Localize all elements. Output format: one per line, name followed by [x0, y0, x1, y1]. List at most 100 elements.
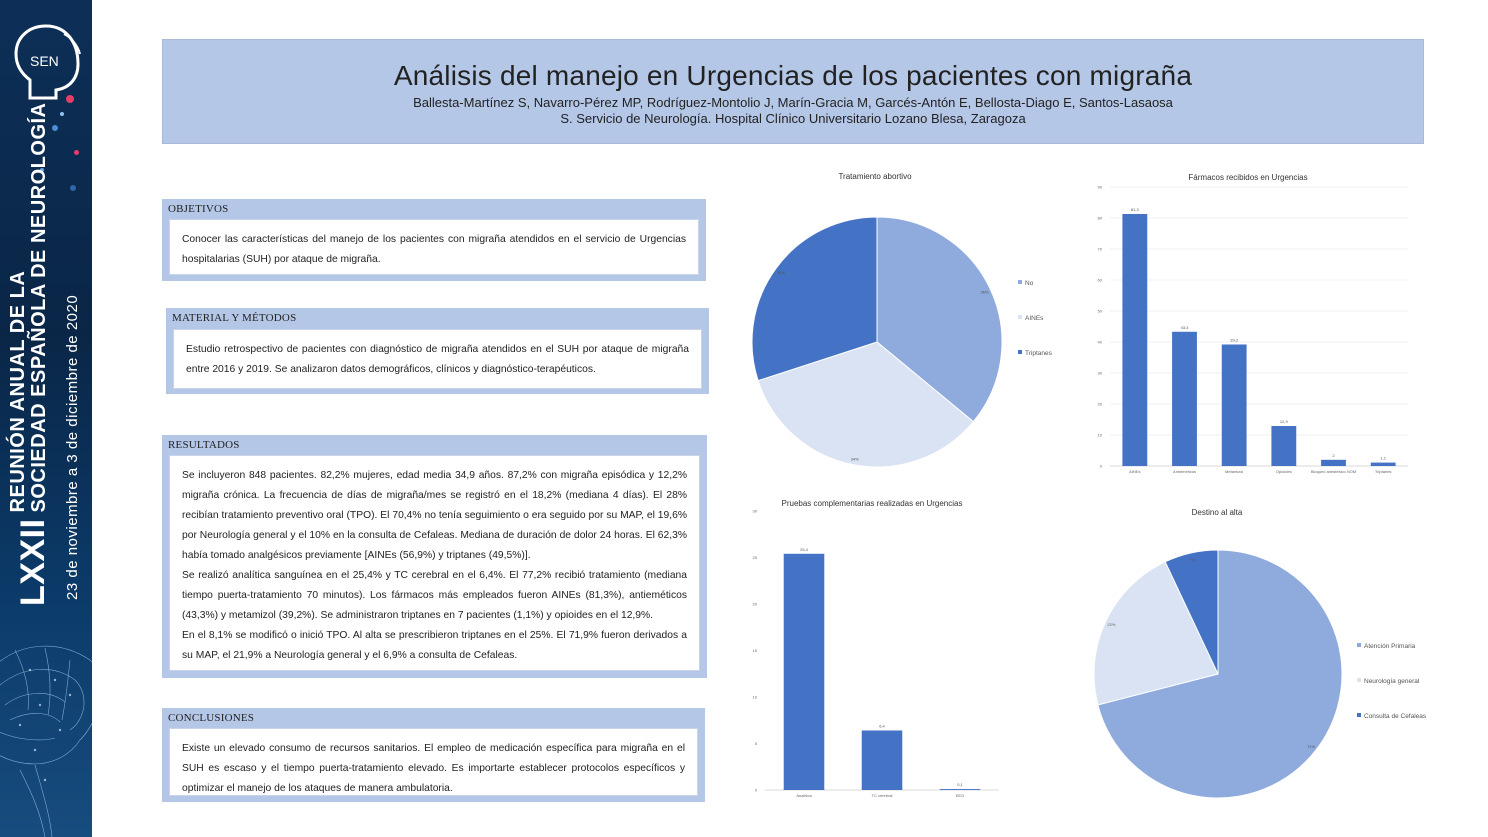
section-text: Existe un elevado consumo de recursos sa…: [182, 743, 685, 794]
data-label: 43,3: [1181, 325, 1190, 330]
decor-dot: [74, 150, 79, 155]
chart-title: Tratamiento abortivo: [838, 172, 912, 181]
conclusiones-section: CONCLUSIONES Existe un elevado consumo d…: [162, 708, 705, 802]
decor-dot: [60, 112, 64, 116]
y-tick-label: 30: [753, 509, 758, 514]
bar: [783, 553, 825, 790]
data-label: 0,1: [957, 782, 963, 787]
data-label: 81,3: [1131, 207, 1140, 212]
bar: [1321, 459, 1346, 466]
sen-logo-icon: SEN: [14, 24, 81, 100]
y-tick-label: 20: [753, 602, 758, 607]
chart-destino: Destino al alta 71% 22% 7% Atención Primaria…: [1085, 500, 1430, 805]
side-banner: SEN LXXIIREUNIÓN ANUAL DE LA SOCIEDAD ESP…: [0, 0, 92, 837]
chart-farmacos: Fármacos recibidos en Urgencias 0 10 20 30 40…: [1090, 165, 1420, 480]
y-tick-label: 30: [1098, 371, 1103, 376]
y-tick-label: 80: [1098, 216, 1103, 221]
pie-slice: [1164, 549, 1219, 675]
section-text: En el 8,1% se modificó o inició TPO. Al …: [182, 630, 687, 661]
section-body: Se incluyeron 848 pacientes. 82,2% mujer…: [169, 455, 700, 671]
pie-slice: [876, 216, 1003, 423]
x-tick-label: TC cerebral: [872, 793, 893, 798]
data-label: 30%: [777, 270, 785, 275]
y-tick-label: 0: [1100, 464, 1103, 469]
x-tick-label: Bloqueo anestésico NOM: [1311, 469, 1356, 474]
data-label: 12,9: [1280, 419, 1289, 424]
bar: [939, 789, 981, 790]
data-label: 7%: [1189, 557, 1195, 562]
data-label: 22%: [1107, 622, 1115, 627]
legend-label: Atención Primaria: [1364, 643, 1416, 650]
legend-label: Triptanes: [1025, 350, 1053, 357]
affiliation: S. Servicio de Neurología. Hospital Clín…: [560, 111, 1026, 126]
decor-dot: [66, 95, 74, 103]
legend-swatch: [1357, 643, 1361, 647]
section-title: MATERIAL Y MÉTODOS: [172, 312, 297, 324]
poster-title: Análisis del manejo en Urgencias de los …: [393, 60, 1193, 91]
y-tick-label: 10: [1098, 433, 1103, 438]
data-label: 39,2: [1230, 337, 1239, 342]
section-body: Conocer las características del manejo d…: [169, 219, 699, 275]
bar-chart: Pruebas complementarias realizadas en Ur…: [753, 499, 999, 798]
chart-pruebas: Pruebas complementarias realizadas en Ur…: [745, 492, 1005, 802]
legend-swatch: [1357, 713, 1361, 717]
bar: [1172, 331, 1197, 466]
x-tick-label: Opioides: [1276, 469, 1292, 474]
chart-title: Pruebas complementarias realizadas en Ur…: [782, 499, 963, 508]
legend-swatch: [1357, 678, 1361, 682]
y-tick-label: 50: [1098, 309, 1103, 314]
data-label: 25,4: [800, 547, 809, 552]
decor-dot: [40, 168, 44, 172]
legend-swatch: [1018, 280, 1022, 284]
brain-illustration-icon: [0, 645, 92, 837]
pie-chart: Destino al alta 71% 22% 7% Atención Primaria…: [1093, 508, 1427, 799]
pie-slice: [1093, 561, 1219, 706]
legend-label: Neurología general: [1364, 678, 1420, 685]
section-title: CONCLUSIONES: [168, 712, 255, 724]
y-tick-label: 90: [1098, 185, 1103, 190]
y-tick-label: 70: [1098, 247, 1103, 252]
authors: Ballesta-Martínez S, Navarro-Pérez MP, R…: [413, 95, 1173, 110]
y-tick-label: 5: [755, 741, 758, 746]
pie-chart: Tratamiento abortivo 36% 34% 30% No AINEs Trip…: [751, 172, 1053, 468]
section-title: RESULTADOS: [168, 439, 240, 451]
data-label: 34%: [851, 457, 859, 462]
legend-label: AINEs: [1025, 315, 1044, 322]
data-label: 71%: [1307, 744, 1315, 749]
meeting-date: 23 de noviembre a 3 de diciembre de 2020: [64, 294, 81, 600]
x-tick-label: EEG: [956, 793, 964, 798]
pie-slice: [751, 216, 878, 382]
pie-slice: [757, 341, 975, 468]
data-label: 2: [1332, 453, 1335, 458]
y-tick-label: 15: [753, 648, 758, 653]
bar: [1370, 462, 1396, 466]
bar: [1122, 213, 1148, 466]
y-tick-label: 10: [753, 695, 758, 700]
y-tick-label: 20: [1098, 402, 1103, 407]
y-tick-label: 40: [1098, 340, 1103, 345]
x-tick-label: AINEs: [1129, 469, 1140, 474]
pie-slice: [1097, 549, 1343, 799]
data-label: 6,4: [879, 723, 885, 728]
section-text: Conocer las características del manejo d…: [182, 234, 686, 265]
section-text: Se incluyeron 848 pacientes. 82,2% mujer…: [182, 470, 687, 561]
section-text: Se realizó analítica sanguínea en el 25,…: [182, 570, 687, 621]
legend-label: No: [1025, 280, 1034, 287]
objetivos-section: OBJETIVOS Conocer las características de…: [162, 199, 706, 281]
x-tick-label: Triptanes: [1375, 469, 1392, 474]
section-text: Estudio retrospectivo de pacientes con d…: [186, 344, 689, 375]
decor-dot: [52, 125, 58, 131]
y-tick-label: 0: [755, 788, 758, 793]
bar: [861, 730, 903, 790]
chart-title: Destino al alta: [1192, 508, 1243, 517]
y-tick-label: 25: [753, 555, 758, 560]
bar: [1271, 426, 1297, 466]
x-tick-label: Analítica: [796, 793, 812, 798]
resultados-section: RESULTADOS Se incluyeron 848 pacientes. …: [162, 435, 707, 678]
chart-title: Fármacos recibidos en Urgencias: [1188, 173, 1307, 182]
meeting-title: LXXIIREUNIÓN ANUAL DE LA SOCIEDAD ESPAÑOL…: [7, 102, 52, 606]
section-body: Estudio retrospectivo de pacientes con d…: [173, 329, 702, 389]
legend-swatch: [1018, 315, 1022, 319]
legend-swatch: [1018, 350, 1022, 354]
